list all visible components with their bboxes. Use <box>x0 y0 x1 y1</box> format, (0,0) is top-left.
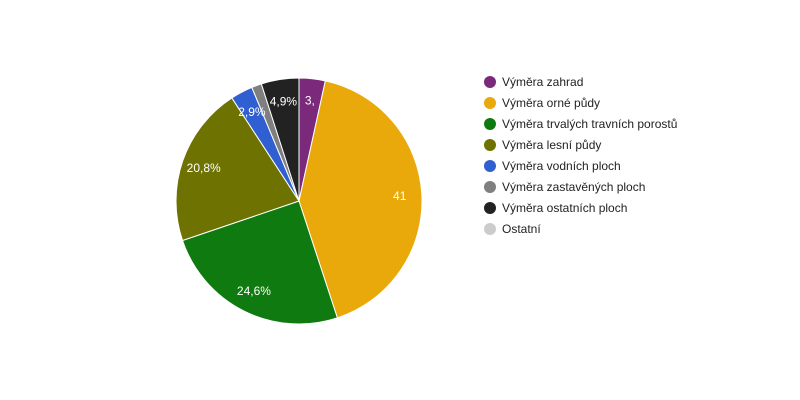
slice-label-6: 4,9% <box>270 94 298 108</box>
legend-label-7: Ostatní <box>502 222 541 236</box>
pie-slices <box>175 77 423 325</box>
legend-label-2: Výměra trvalých travních porostů <box>502 117 677 131</box>
pie-slice-6 <box>260 77 300 202</box>
legend: Výměra zahrad Výměra orné půdy Výměra trva… <box>484 75 677 236</box>
pie-slice-1 <box>298 80 423 319</box>
pie-slice-2 <box>181 200 339 325</box>
slice-label-3: 20,8% <box>187 161 221 175</box>
legend-marker-2 <box>484 118 496 130</box>
legend-label-3: Výměra lesní půdy <box>502 138 601 152</box>
slice-label-4: 2,9% <box>238 105 266 119</box>
legend-label-1: Výměra orné půdy <box>502 96 600 110</box>
slice-labels: 3, 41 24,6% 20,8% 2,9% 4,9% <box>187 94 407 299</box>
slice-label-0: 3, <box>305 94 315 108</box>
legend-marker-4 <box>484 160 496 172</box>
slice-label-1: 41 <box>393 189 407 203</box>
legend-marker-5 <box>484 181 496 193</box>
legend-label-4: Výměra vodních ploch <box>502 159 621 173</box>
legend-marker-0 <box>484 76 496 88</box>
legend-marker-1 <box>484 97 496 109</box>
legend-label-6: Výměra ostatních ploch <box>502 201 627 215</box>
slice-label-2: 24,6% <box>237 284 271 298</box>
legend-marker-7 <box>484 223 496 235</box>
pie-slice-3 <box>175 97 300 242</box>
legend-marker-3 <box>484 139 496 151</box>
legend-marker-6 <box>484 202 496 214</box>
legend-label-0: Výměra zahrad <box>502 75 583 89</box>
legend-label-5: Výměra zastavěných ploch <box>502 180 645 194</box>
